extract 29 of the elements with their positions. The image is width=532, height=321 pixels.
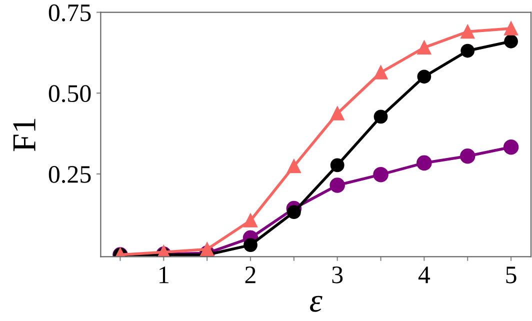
y-tick-label: 0.75 bbox=[48, 4, 91, 22]
point bbox=[286, 159, 301, 174]
point bbox=[504, 34, 518, 48]
x-tick-label: 3 bbox=[332, 266, 343, 284]
x-axis-title: ε bbox=[310, 296, 322, 312]
point bbox=[460, 24, 475, 39]
point bbox=[373, 166, 388, 182]
point bbox=[417, 40, 432, 54]
y-tick-label: 0.50 bbox=[48, 85, 91, 102]
x-tick-label: 4 bbox=[418, 266, 430, 284]
point bbox=[244, 214, 258, 228]
y-tick-label: 0.25 bbox=[48, 166, 91, 183]
point bbox=[330, 106, 344, 120]
x-tick-label: 1 bbox=[160, 266, 168, 284]
point bbox=[503, 139, 519, 155]
point bbox=[374, 65, 388, 80]
point bbox=[244, 238, 258, 252]
point bbox=[286, 205, 301, 220]
y-axis-title: F1 bbox=[13, 118, 36, 152]
x-tick-label: 5 bbox=[506, 266, 516, 284]
point bbox=[417, 70, 432, 84]
x-tick-label: 2 bbox=[245, 266, 256, 284]
point bbox=[330, 158, 344, 172]
point bbox=[374, 110, 388, 124]
point bbox=[504, 22, 518, 36]
point bbox=[460, 44, 475, 58]
point bbox=[460, 148, 476, 164]
point bbox=[330, 178, 345, 193]
point bbox=[416, 155, 432, 171]
